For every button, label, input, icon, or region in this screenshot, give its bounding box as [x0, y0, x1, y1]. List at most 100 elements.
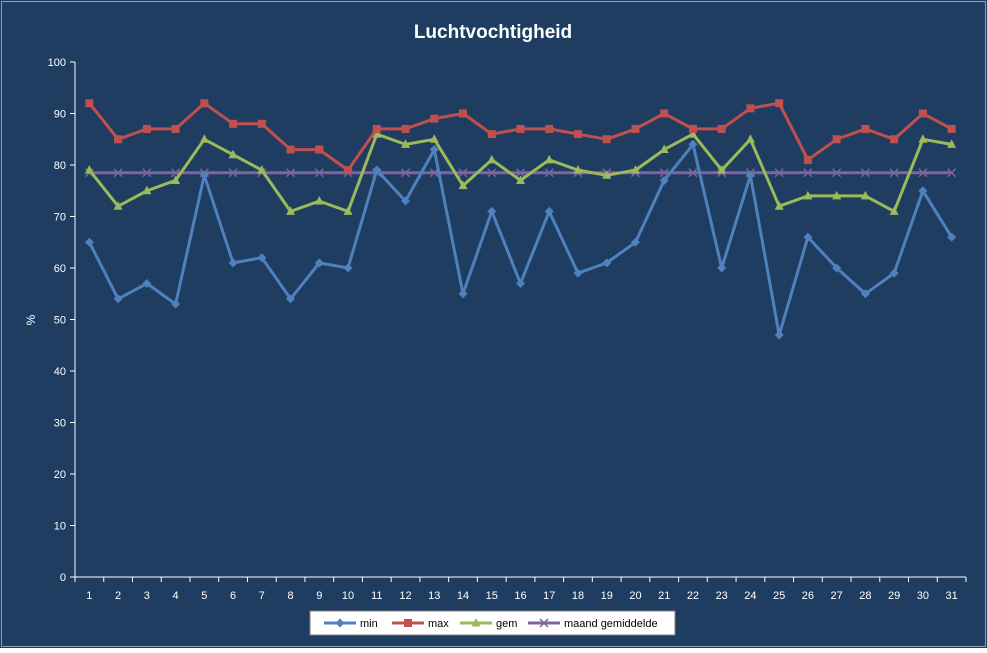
data-point-min: [889, 268, 899, 278]
data-point-min: [171, 299, 181, 309]
x-tick-label: 31: [946, 590, 958, 602]
data-point-gem: [659, 144, 669, 154]
data-point-gem: [717, 165, 727, 174]
data-point-max: [459, 109, 468, 118]
data-point-max: [344, 166, 353, 175]
data-point-min: [458, 289, 468, 299]
data-point-max: [142, 124, 151, 133]
data-point-min: [717, 263, 727, 273]
data-point-min: [803, 232, 813, 242]
data-point-max: [717, 124, 726, 133]
data-point-max: [200, 99, 209, 108]
data-point-maand-gemiddelde: [889, 168, 899, 178]
data-point-min: [544, 206, 554, 216]
data-point-maand-gemiddelde: [688, 168, 698, 178]
data-point-maand-gemiddelde: [142, 168, 152, 178]
data-point-min: [630, 237, 640, 247]
data-point-max: [775, 99, 784, 108]
data-point-min: [860, 289, 870, 299]
data-point-maand-gemiddelde: [458, 168, 468, 178]
data-point-min: [832, 263, 842, 273]
x-tick-label: 26: [802, 590, 814, 602]
data-point-max: [918, 109, 927, 118]
data-point-min: [401, 196, 411, 206]
data-point-maand-gemiddelde: [860, 168, 870, 178]
x-tick-label: 12: [399, 590, 411, 602]
y-tick-label: 30: [54, 418, 66, 430]
data-point-max: [286, 145, 295, 154]
data-point-maand-gemiddelde: [947, 168, 957, 178]
data-point-maand-gemiddelde: [803, 168, 813, 178]
data-point-max: [832, 135, 841, 144]
data-point-min: [343, 263, 353, 273]
x-tick-label: 9: [316, 590, 322, 602]
data-point-gem: [774, 201, 784, 210]
data-point-gem: [286, 206, 296, 215]
y-tick-label: 70: [54, 212, 66, 224]
data-point-maand-gemiddelde: [286, 168, 296, 178]
data-point-gem: [142, 185, 152, 195]
data-point-gem: [171, 175, 181, 184]
data-point-min: [199, 170, 209, 180]
x-tick-label: 20: [629, 590, 641, 602]
data-point-gem: [573, 165, 583, 174]
data-point-min: [947, 232, 957, 242]
data-point-gem: [458, 180, 468, 190]
y-tick-label: 80: [54, 160, 66, 172]
data-point-min: [372, 165, 382, 175]
data-point-gem: [745, 134, 755, 143]
data-point-min: [314, 258, 324, 268]
x-tick-label: 1: [86, 590, 92, 602]
data-point-min: [142, 278, 152, 288]
x-tick-label: 6: [230, 590, 236, 602]
data-point-min: [113, 294, 123, 304]
data-point-maand-gemiddelde: [544, 168, 554, 178]
x-tick-label: 3: [144, 590, 150, 602]
x-tick-label: 29: [888, 590, 900, 602]
x-tick-label: 10: [342, 590, 354, 602]
data-point-min: [516, 278, 525, 288]
data-point-min: [429, 145, 439, 155]
data-point-maand-gemiddelde: [228, 168, 238, 178]
data-point-max: [660, 109, 669, 118]
data-point-gem: [228, 149, 238, 159]
x-tick-label: 15: [486, 590, 498, 602]
y-tick-label: 100: [48, 57, 66, 69]
data-point-max: [315, 145, 324, 154]
data-point-min: [84, 237, 94, 247]
x-tick-label: 24: [744, 590, 756, 602]
y-tick-label: 10: [54, 521, 66, 533]
data-point-max: [430, 114, 439, 123]
data-point-max: [114, 135, 123, 144]
data-point-max: [688, 124, 697, 133]
x-tick-label: 17: [543, 590, 555, 602]
legend-swatch-marker: [471, 618, 481, 627]
data-point-max: [401, 124, 410, 133]
legend-swatch-marker: [539, 618, 549, 628]
y-tick-label: 90: [54, 109, 66, 121]
data-point-gem: [113, 201, 123, 210]
x-tick-label: 19: [601, 590, 613, 602]
y-axis-label: %: [24, 314, 38, 325]
legend-label: min: [360, 618, 378, 630]
data-point-max: [372, 124, 381, 133]
data-point-min: [774, 330, 784, 340]
data-point-maand-gemiddelde: [918, 168, 928, 178]
data-point-max: [803, 155, 812, 164]
data-point-gem: [918, 134, 928, 143]
y-tick-label: 50: [54, 315, 66, 327]
legend-label: max: [428, 618, 449, 630]
x-tick-label: 25: [773, 590, 785, 602]
data-point-maand-gemiddelde: [113, 168, 123, 178]
y-tick-label: 60: [54, 263, 66, 275]
data-point-max: [890, 135, 899, 144]
legend-swatch-marker: [335, 618, 345, 628]
data-point-min: [602, 258, 612, 268]
x-tick-label: 11: [371, 590, 382, 602]
data-point-gem: [343, 206, 353, 215]
x-tick-label: 23: [716, 590, 728, 602]
y-tick-label: 0: [60, 572, 66, 584]
